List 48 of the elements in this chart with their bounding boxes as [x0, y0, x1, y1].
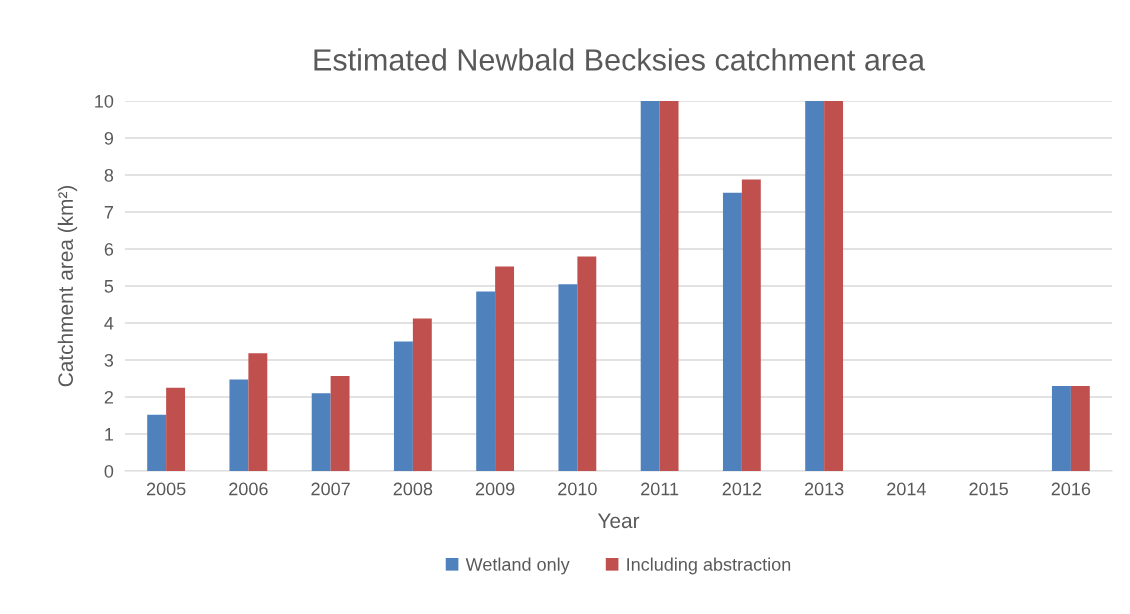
x-tick-label: 2011	[641, 482, 679, 496]
y-tick-label: 0	[104, 464, 114, 478]
bar	[741, 179, 761, 471]
bar	[248, 353, 268, 471]
bar	[805, 101, 825, 471]
bar	[577, 256, 597, 471]
y-tick-label: 2	[104, 390, 113, 404]
x-tick-label: 2008	[393, 482, 433, 496]
legend-label: Wetland only	[465, 557, 570, 575]
bar	[229, 379, 249, 471]
x-tick-label: 2014	[887, 482, 926, 496]
y-tick-label: 8	[104, 168, 114, 182]
x-tick-label: 2016	[1051, 482, 1091, 496]
x-tick-label: 2015	[969, 482, 1008, 496]
bar	[330, 375, 350, 471]
bar	[722, 192, 742, 471]
y-tick-label: 5	[104, 280, 114, 293]
y-tick-label: 1	[105, 428, 114, 441]
x-tick-label: 2012	[722, 482, 762, 496]
y-axis-title: Catchment area (km²)	[57, 185, 78, 387]
y-tick-label: 7	[104, 206, 113, 219]
y-tick-label: 6	[104, 242, 114, 256]
bar	[824, 101, 844, 471]
legend-label: Including abstraction	[627, 557, 791, 575]
bar	[476, 291, 496, 471]
x-tick-label: 2006	[229, 482, 268, 496]
y-tick-label: 10	[95, 94, 114, 108]
bar	[166, 387, 186, 471]
bar	[412, 318, 432, 471]
bar	[147, 414, 167, 471]
x-tick-label: 2005	[146, 482, 186, 496]
bar	[495, 266, 515, 471]
chart-title: Estimated Newbald Becksies catchment area	[314, 48, 926, 71]
x-tick-label: 2010	[558, 482, 597, 496]
y-tick-label: 9	[104, 131, 114, 145]
y-tick-label: 4	[104, 317, 114, 330]
y-tick-label: 3	[104, 353, 114, 367]
bar	[1051, 385, 1071, 471]
x-axis-title: Year	[597, 513, 640, 529]
bar	[393, 341, 413, 471]
x-tick-label: 2007	[311, 482, 350, 496]
bar	[1070, 385, 1090, 471]
bar	[311, 393, 331, 471]
bar	[640, 101, 660, 471]
bar	[558, 284, 578, 471]
bar	[659, 101, 679, 471]
x-tick-label: 2013	[804, 482, 844, 496]
x-tick-label: 2009	[475, 482, 515, 496]
